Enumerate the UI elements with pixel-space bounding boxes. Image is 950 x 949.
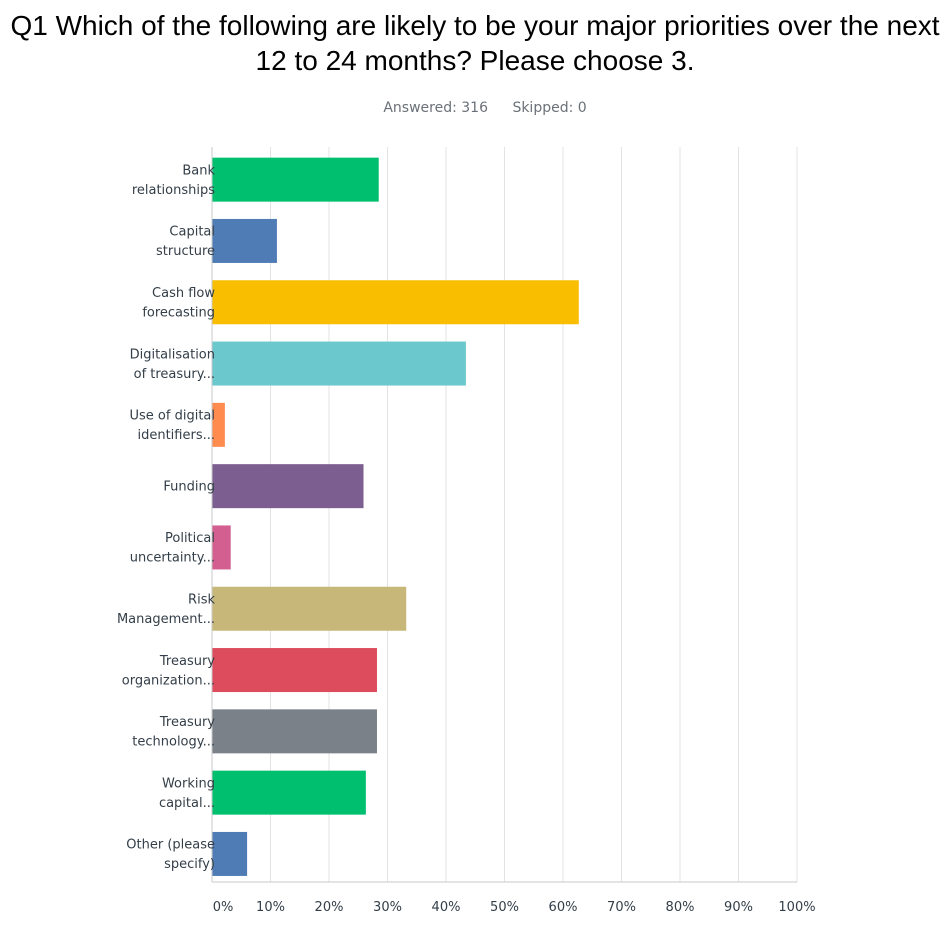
category-label: Bank relationships [132, 163, 216, 198]
chart-title: Q1 Which of the following are likely to … [10, 10, 940, 76]
x-tick-label: 0% [213, 900, 234, 915]
category-label: Risk Management... [117, 593, 216, 628]
bar [212, 280, 579, 325]
bar [212, 464, 364, 509]
category-label: Working capital... [159, 776, 215, 811]
category-label: Capital structure [156, 225, 215, 260]
category-label: Political uncertainty... [130, 531, 215, 566]
category-label: Treasury technology... [132, 715, 215, 750]
x-tick-label: 10% [256, 900, 285, 915]
bar [212, 402, 225, 447]
category-label: Cash flow forecasting [142, 286, 215, 321]
x-tick-label: 80% [666, 900, 695, 915]
bar [212, 586, 407, 631]
category-label: Treasury organization... [122, 654, 216, 689]
category-label: Funding [163, 480, 215, 495]
x-tick-label: 100% [778, 900, 815, 915]
x-tick-label: 90% [724, 900, 753, 915]
x-tick-label: 20% [315, 900, 344, 915]
bar [212, 831, 248, 876]
skipped-count: Skipped: 0 [512, 100, 587, 116]
response-summary: Answered: 316 Skipped: 0 [0, 100, 950, 116]
bar [212, 218, 277, 263]
answered-count: Answered: 316 [383, 100, 488, 116]
category-label: Other (please specify) [126, 838, 215, 873]
x-tick-label: 40% [432, 900, 461, 915]
bar [212, 157, 379, 202]
bar [212, 770, 366, 815]
bar [212, 525, 231, 570]
category-label: Use of digital identifiers... [130, 409, 215, 444]
bar [212, 709, 377, 754]
bar [212, 648, 377, 693]
category-label: Digitalisation of treasury... [130, 347, 215, 382]
bar [212, 341, 466, 386]
x-tick-label: 50% [490, 900, 519, 915]
x-tick-label: 60% [549, 900, 578, 915]
x-tick-label: 70% [607, 900, 636, 915]
x-tick-label: 30% [373, 900, 402, 915]
